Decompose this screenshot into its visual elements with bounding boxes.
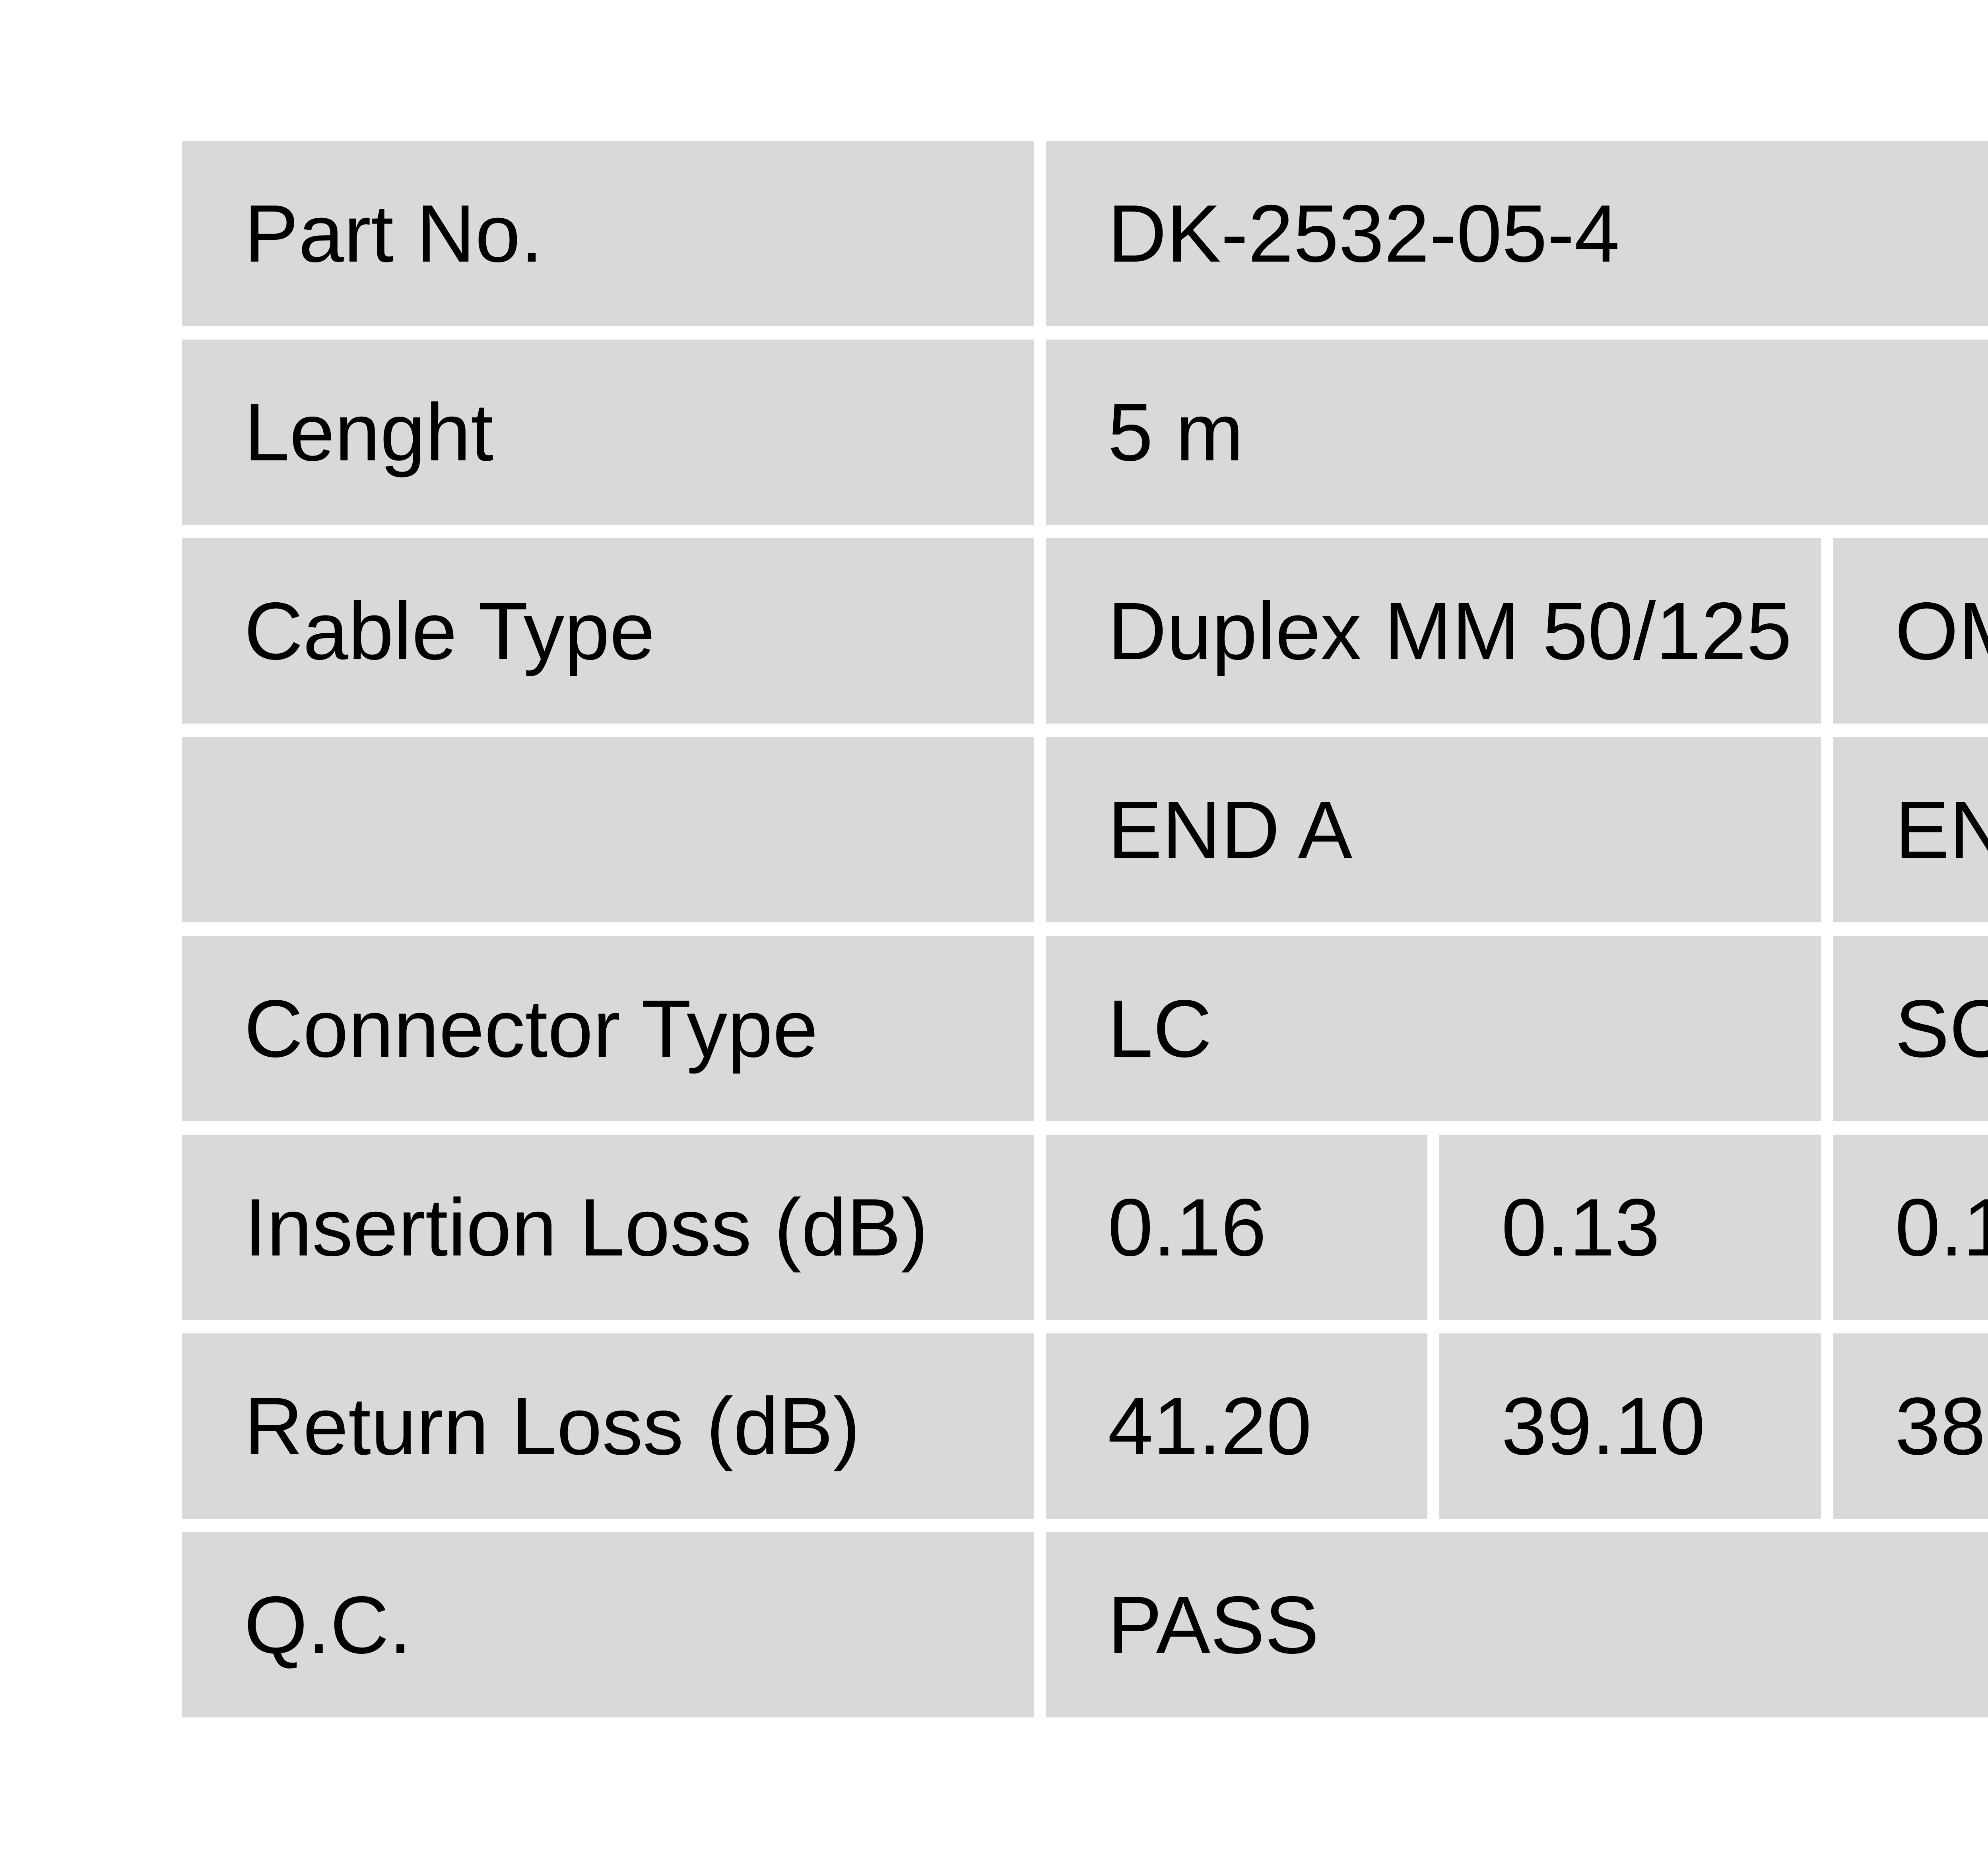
row-label: Connector Type [244,983,818,1074]
table-row: Cable Type Duplex MM 50/125 OM4 LSZH [182,538,1988,724]
value-text: Duplex MM 50/125 [1108,585,1792,677]
value-cell: 38.20 [1833,1333,1988,1519]
row-label: Cable Type [244,585,655,677]
table-row: Insertion Loss (dB)0.160.130.150.14 [182,1135,1988,1320]
value-text: PASS [1108,1579,1319,1671]
qc-spec-table: Part No. DK-2532-05-4 Lenght 5 m Cable Type D… [182,141,1988,1717]
row-label: Part No. [244,188,543,279]
row-label-cell [182,737,1034,922]
value-text: 41.20 [1108,1380,1312,1472]
value-cell: PASS [1046,1532,1988,1717]
row-label-cell: Lenght [182,340,1034,525]
value-cell: LC [1046,936,1821,1121]
value-text: OM4 LSZH [1895,585,1988,677]
value-cell: DK-2532-05-4 [1046,141,1988,326]
row-label: Insertion Loss (dB) [244,1182,928,1273]
value-cell: SC [1833,936,1988,1121]
value-cell: 0.16 [1046,1135,1427,1320]
value-text: 5 m [1108,386,1244,478]
value-cell: END B [1833,737,1988,922]
value-cell: 0.15 [1833,1135,1988,1320]
value-text: 0.15 [1895,1182,1988,1273]
value-cell: Duplex MM 50/125 [1046,538,1821,724]
value-cell: 39.10 [1439,1333,1821,1519]
row-label-cell: Part No. [182,141,1034,326]
table-row: Part No. DK-2532-05-4 [182,141,1988,326]
value-text: 0.13 [1501,1182,1660,1273]
row-label-cell: Q.C. [182,1532,1034,1717]
row-label-cell: Connector Type [182,936,1034,1121]
table-row: END A END B [182,737,1988,922]
value-text: 0.16 [1108,1182,1266,1273]
value-cell: 0.13 [1439,1135,1821,1320]
value-cell: 41.20 [1046,1333,1427,1519]
value-cell: END A [1046,737,1821,922]
value-text: LC [1108,983,1212,1074]
table-row: Q.C. PASS [182,1532,1988,1717]
row-label: Lenght [244,386,494,478]
value-text: END A [1108,784,1353,875]
row-label-cell: Return Loss (dB) [182,1333,1034,1519]
value-text: 39.10 [1501,1380,1706,1472]
table-row: Connector Type LC SC [182,936,1988,1121]
value-cell: 5 m [1046,340,1988,525]
value-text: END B [1895,784,1988,875]
value-text: 38.20 [1895,1380,1988,1472]
row-label-cell: Insertion Loss (dB) [182,1135,1034,1320]
row-label: Return Loss (dB) [244,1380,860,1472]
value-text: DK-2532-05-4 [1108,188,1620,279]
value-text: SC [1895,983,1988,1074]
row-label: Q.C. [244,1579,412,1671]
value-cell: OM4 LSZH [1833,538,1988,724]
table-row: Lenght 5 m [182,340,1988,525]
row-label-cell: Cable Type [182,538,1034,724]
